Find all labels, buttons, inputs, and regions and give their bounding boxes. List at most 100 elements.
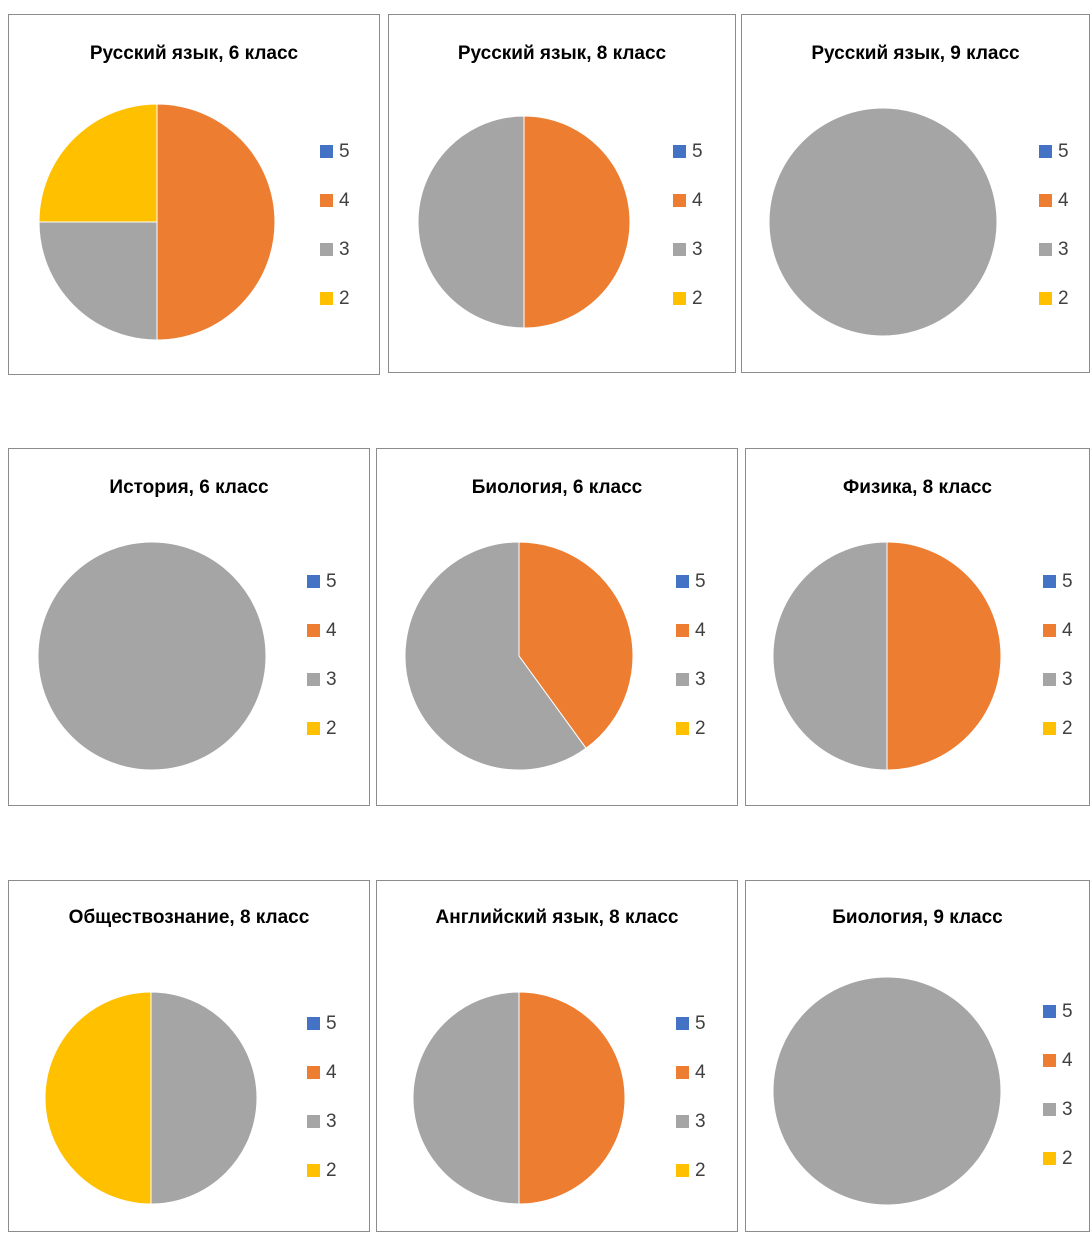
- legend-item-4: 4: [1043, 1036, 1073, 1085]
- legend-label: 2: [326, 717, 337, 739]
- legend-item-5: 5: [1043, 987, 1073, 1036]
- legend-swatch: [1043, 722, 1056, 735]
- pie-slice-3: [768, 107, 998, 337]
- legend-item-5: 5: [307, 999, 337, 1048]
- chart-title: Английский язык, 8 класс: [435, 907, 679, 928]
- pie-chart: [37, 541, 267, 771]
- legend-swatch: [1043, 624, 1056, 637]
- legend-swatch: [676, 1115, 689, 1128]
- legend-label: 3: [1058, 238, 1069, 260]
- pie-slice-3: [772, 541, 888, 771]
- legend-label: 4: [1062, 1049, 1073, 1071]
- legend-item-5: 5: [307, 557, 337, 606]
- legend-label: 4: [1062, 619, 1073, 641]
- pie-chart: [772, 976, 1002, 1206]
- pie-slice-3: [417, 115, 525, 329]
- legend-swatch: [307, 1115, 320, 1128]
- legend-swatch: [1043, 575, 1056, 588]
- legend-swatch: [676, 575, 689, 588]
- legend-swatch: [307, 673, 320, 686]
- pie-slice-2: [44, 991, 152, 1205]
- legend-label: 3: [1062, 668, 1073, 690]
- legend-swatch: [307, 575, 320, 588]
- legend-swatch: [1039, 292, 1052, 305]
- legend-swatch: [307, 722, 320, 735]
- legend-item-2: 2: [320, 274, 350, 323]
- legend-label: 2: [339, 287, 350, 309]
- legend-swatch: [676, 1017, 689, 1030]
- legend-item-4: 4: [307, 606, 337, 655]
- pie-chart: [404, 541, 634, 771]
- pie-chart: [38, 103, 276, 341]
- chart-panel-3: Русский язык, 9 класс 5 4 3 2: [741, 14, 1090, 373]
- legend-item-3: 3: [673, 225, 703, 274]
- legend-item-5: 5: [1043, 557, 1073, 606]
- chart-panel-9: Биология, 9 класс 5 4 3 2: [745, 880, 1090, 1232]
- legend-label: 5: [1058, 140, 1069, 162]
- legend-item-4: 4: [676, 1048, 706, 1097]
- chart-title: Биология, 6 класс: [471, 477, 643, 498]
- legend-swatch: [676, 624, 689, 637]
- legend-label: 4: [695, 619, 706, 641]
- pie-chart: [44, 991, 258, 1205]
- legend-label: 5: [339, 140, 350, 162]
- legend-item-2: 2: [1043, 704, 1073, 753]
- legend-item-2: 2: [673, 274, 703, 323]
- legend-label: 5: [1062, 570, 1073, 592]
- legend-item-2: 2: [1043, 1134, 1073, 1183]
- legend-swatch: [307, 1017, 320, 1030]
- legend-swatch: [1043, 673, 1056, 686]
- legend-swatch: [307, 624, 320, 637]
- legend-label: 4: [326, 619, 337, 641]
- pie-chart: [772, 541, 1002, 771]
- chart-title: Русский язык, 9 класс: [811, 43, 1020, 64]
- legend-item-4: 4: [307, 1048, 337, 1097]
- legend: 5 4 3 2: [320, 127, 350, 323]
- legend-swatch: [676, 1066, 689, 1079]
- legend-label: 3: [695, 1110, 706, 1132]
- legend-item-2: 2: [307, 704, 337, 753]
- pie-slice-4: [518, 991, 626, 1205]
- chart-panel-4: История, 6 класс 5 4 3 2: [8, 448, 370, 806]
- chart-title: Русский язык, 8 класс: [457, 43, 667, 64]
- chart-title: Биология, 9 класс: [832, 907, 1003, 928]
- legend-swatch: [1039, 145, 1052, 158]
- legend-swatch: [676, 673, 689, 686]
- legend-item-5: 5: [676, 557, 706, 606]
- legend: 5 4 3 2: [1043, 987, 1073, 1183]
- legend-label: 3: [695, 668, 706, 690]
- legend-label: 5: [1062, 1000, 1073, 1022]
- legend: 5 4 3 2: [676, 999, 706, 1195]
- pie-slice-3: [38, 221, 158, 341]
- chart-panel-7: Обществознание, 8 класс 5 4 3 2: [8, 880, 370, 1232]
- pie-slice-3: [37, 541, 267, 771]
- legend-label: 4: [326, 1061, 337, 1083]
- legend-swatch: [676, 1164, 689, 1177]
- legend-swatch: [1043, 1103, 1056, 1116]
- legend: 5 4 3 2: [1043, 557, 1073, 753]
- legend-item-3: 3: [307, 655, 337, 704]
- legend-swatch: [320, 194, 333, 207]
- chart-panel-5: Биология, 6 класс 5 4 3 2: [376, 448, 738, 806]
- legend-swatch: [1039, 194, 1052, 207]
- legend-label: 5: [695, 1012, 706, 1034]
- legend-label: 4: [339, 189, 350, 211]
- legend-label: 2: [695, 717, 706, 739]
- legend-swatch: [673, 194, 686, 207]
- pie-slice-4: [523, 115, 631, 329]
- chart-panel-8: Английский язык, 8 класс 5 4 3 2: [376, 880, 738, 1232]
- legend-label: 3: [326, 1110, 337, 1132]
- legend-item-3: 3: [307, 1097, 337, 1146]
- pie-slice-3: [772, 976, 1002, 1206]
- legend-item-2: 2: [307, 1146, 337, 1195]
- legend-swatch: [1039, 243, 1052, 256]
- legend-swatch: [676, 722, 689, 735]
- legend-label: 2: [1058, 287, 1069, 309]
- legend-label: 3: [692, 238, 703, 260]
- pie-chart: [768, 107, 998, 337]
- legend: 5 4 3 2: [676, 557, 706, 753]
- legend-swatch: [307, 1066, 320, 1079]
- pie-slice-3: [404, 541, 587, 771]
- legend-item-2: 2: [676, 704, 706, 753]
- legend-item-5: 5: [1039, 127, 1069, 176]
